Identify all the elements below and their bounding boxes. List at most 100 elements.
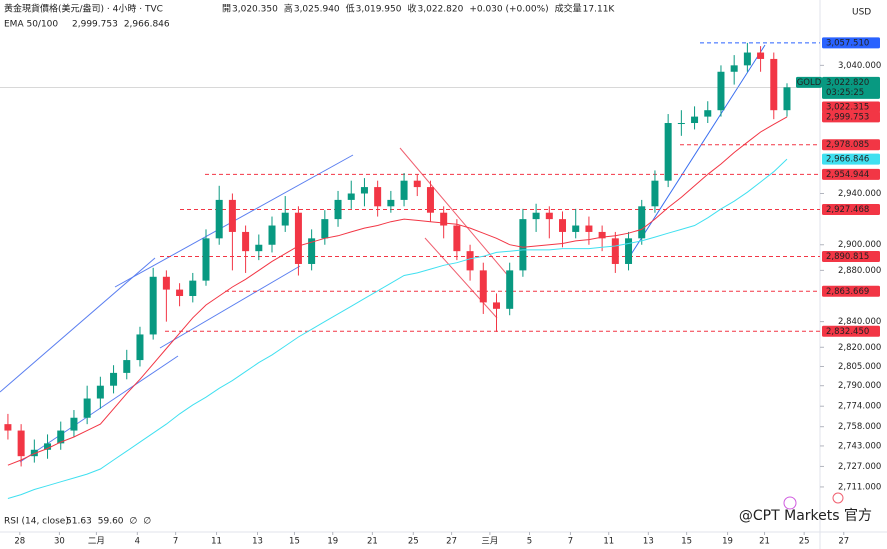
price-tag-label: 2,999.753 (826, 112, 869, 122)
ema-label: EMA 50/100 (4, 20, 58, 30)
event-icon (832, 492, 844, 504)
x-tick-label: 11 (211, 537, 222, 547)
candle-body (638, 206, 646, 239)
candle-body (413, 180, 421, 188)
price-tag (822, 153, 880, 165)
candle-body (730, 65, 738, 72)
price-tag (822, 251, 880, 263)
header-label: 高 (284, 3, 293, 15)
price-tag-label: 2,890.815 (826, 252, 869, 262)
candle-body (228, 199, 236, 232)
price-tag (822, 285, 880, 297)
trend-line (424, 237, 498, 319)
y-tick-label: 2,840.000 (838, 317, 881, 327)
y-tick-label: 2,805.000 (838, 362, 881, 372)
header-label: 成交量 (555, 3, 582, 15)
x-tick-label: 27 (838, 537, 849, 547)
candle-body (96, 385, 104, 399)
price-tag-label: 2,978.085 (826, 140, 869, 150)
price-tag (822, 204, 880, 216)
candle-body (242, 231, 250, 252)
price-tag-label: 3,022.820 (826, 78, 869, 88)
rsi-value: 59.60 (98, 517, 124, 527)
header-value: 17.11K (583, 5, 616, 15)
candle-body (255, 244, 263, 252)
y-tick-label: 2,900.000 (838, 240, 881, 250)
price-tag-label: 2,954.944 (826, 170, 869, 180)
candle-body (83, 398, 91, 418)
candle-body (400, 180, 408, 200)
header-label: 低 (346, 3, 355, 15)
candle-body (374, 187, 382, 207)
x-tick-label: 21 (759, 537, 770, 547)
candle-body (743, 52, 751, 66)
candle-body (519, 219, 527, 271)
candle-body (215, 199, 223, 239)
x-tick-label: 15 (681, 537, 692, 547)
y-tick-label: 2,743.000 (838, 441, 881, 451)
candle-body (532, 212, 540, 220)
price-tag (822, 37, 880, 49)
header-value: +0.030 (+0.00%) (469, 5, 548, 15)
x-tick-label: 27 (446, 537, 457, 547)
candle-body (44, 443, 52, 450)
candle-body (506, 270, 514, 309)
price-tag-label: 3,022.315 (826, 103, 869, 113)
x-tick-label: 21 (367, 537, 378, 547)
candle-body (611, 238, 619, 264)
candle-body (149, 276, 157, 335)
header-value: 3,025.940 (294, 5, 340, 15)
header-value: 3,019.950 (356, 5, 402, 15)
price-tag-label: 2,966.846 (826, 155, 869, 165)
ema-value: 2,999.753 (72, 20, 118, 30)
candle-body (334, 199, 342, 220)
candle-body (202, 238, 210, 281)
candle-body (426, 187, 434, 213)
candle-body (704, 110, 712, 117)
candle-body (176, 289, 184, 297)
price-tag-label: 2,832.450 (826, 327, 869, 337)
candle-body (559, 219, 567, 232)
y-tick-label: 2,711.000 (838, 482, 881, 492)
symbol: GOLD (797, 78, 822, 88)
x-tick-label: 28 (14, 537, 25, 547)
y-tick-label: 2,820.000 (838, 343, 881, 353)
countdown: 03:25:25 (826, 88, 864, 98)
symbol-box (796, 76, 822, 88)
ema-line (7, 158, 788, 499)
candle-body (757, 52, 765, 59)
x-tick-label: 25 (408, 537, 419, 547)
candle-body (136, 334, 144, 361)
candle-body (479, 270, 487, 303)
candle-body (347, 193, 355, 200)
y-tick-label: 2,758.000 (838, 422, 881, 432)
x-tick-label: 15 (289, 537, 300, 547)
price-tag (822, 168, 880, 180)
candle-body (4, 424, 12, 431)
candle-body (387, 199, 395, 207)
price-tag-label: 2,863.669 (826, 287, 869, 297)
x-tick-label: 30 (54, 537, 65, 547)
candle-body (651, 180, 659, 207)
x-tick-label: 7 (173, 537, 178, 547)
price-tag (822, 111, 880, 123)
rsi-label: RSI (14, close) (4, 517, 69, 527)
event-icon (783, 496, 797, 510)
x-tick-label: 5 (527, 537, 532, 547)
trend-line (159, 265, 301, 349)
y-tick-label: 2,727.000 (838, 462, 881, 472)
candle-body (585, 225, 593, 232)
x-tick-label: 三月 (481, 537, 498, 547)
price-tag (822, 139, 880, 151)
rsi-value: ∅ (143, 517, 151, 527)
header-value: 3,022.820 (418, 5, 464, 15)
candle-body (281, 212, 289, 226)
candle-body (30, 449, 38, 457)
candle-body (770, 58, 778, 111)
header-label: 收 (407, 3, 416, 15)
price-tag (822, 325, 880, 337)
candle-body (123, 360, 131, 373)
x-tick-label: 11 (603, 537, 614, 547)
candle-body (308, 238, 316, 264)
